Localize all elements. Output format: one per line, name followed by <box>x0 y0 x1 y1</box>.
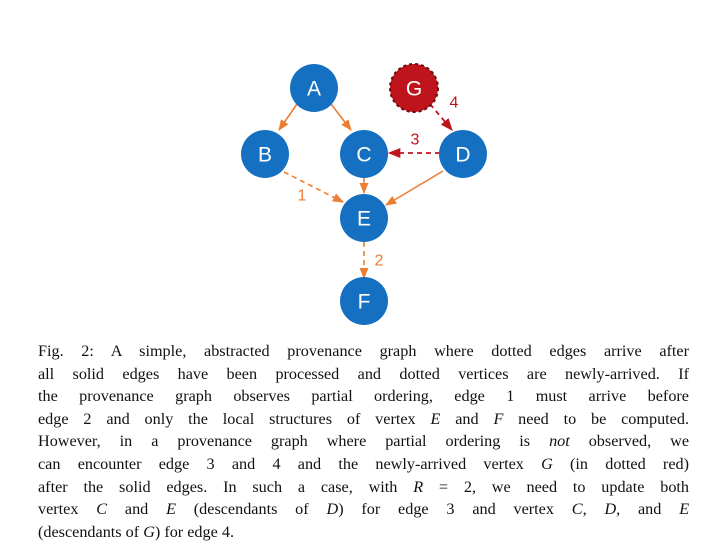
caption-text: ) for edge 3 and vertex <box>338 500 554 519</box>
caption-text: (descendants of <box>38 522 140 541</box>
math-var: E <box>430 409 441 428</box>
node-g-label: G <box>406 78 422 101</box>
math-var: E <box>679 500 690 519</box>
edge-label-2: 2 <box>375 253 384 270</box>
math-var: R <box>413 477 424 496</box>
node-a: A <box>290 64 338 112</box>
edge-b-to-e-dotted <box>283 171 344 203</box>
caption-text: (descendants of <box>193 500 309 519</box>
caption-text: edge 2 and only the local structures of … <box>38 409 416 428</box>
caption-text: , <box>582 500 587 519</box>
caption-line-2: all solid edges have been processed and … <box>38 364 689 383</box>
caption-text: However, in a provenance graph where par… <box>38 432 531 451</box>
provenance-graph-figure: 1 2 3 4 A B C D E F G <box>241 63 487 325</box>
caption-text: ) for edge 4. <box>154 522 234 541</box>
math-var: D <box>326 500 339 519</box>
node-b-label: B <box>258 144 272 167</box>
edge-a-to-c <box>330 103 352 131</box>
caption-text: , and <box>616 500 662 519</box>
caption-line-4: edge 2 and only the local structures of … <box>38 408 689 431</box>
math-var: F <box>493 409 504 428</box>
math-var: E <box>166 500 176 519</box>
caption-text: = 2, we need to update both <box>438 477 690 496</box>
math-var: G <box>541 454 553 473</box>
caption-line-3: the provenance graph observes partial or… <box>38 387 689 406</box>
caption-text: and <box>124 500 149 519</box>
node-f-label: F <box>358 291 371 314</box>
math-var: G <box>143 522 155 541</box>
edge-d-to-e <box>385 170 444 206</box>
caption-text: and <box>455 409 479 428</box>
caption-line-9: (descendants of G) for edge 4. <box>38 521 689 544</box>
edge-g-to-d-dotted-red <box>429 103 453 131</box>
caption-line-8: vertex C and E (descendants of D) for ed… <box>38 498 689 521</box>
edge-label-4: 4 <box>450 95 459 112</box>
node-g-new: G <box>389 63 439 113</box>
caption-fig-label: Fig. 2: <box>38 342 94 360</box>
node-e-label: E <box>357 208 371 231</box>
node-c: C <box>340 130 388 178</box>
caption-line-5: However, in a provenance graph where par… <box>38 430 689 453</box>
node-d-label: D <box>455 144 470 167</box>
caption-text: observed, we <box>588 432 690 451</box>
figure-caption: Fig. 2: A simple, abstracted provenance … <box>38 340 689 543</box>
math-var: C <box>96 500 108 519</box>
caption-text: after the solid edges. In such a case, w… <box>38 477 398 496</box>
edge-label-3: 3 <box>411 132 420 149</box>
math-var: D <box>604 500 617 519</box>
node-b: B <box>241 130 289 178</box>
caption-text: A simple, abstracted provenance graph wh… <box>110 342 690 360</box>
edge-a-to-b <box>278 103 298 131</box>
caption-line-6: can encounter edge 3 and 4 and the newly… <box>38 453 689 476</box>
caption-text: can encounter edge 3 and 4 and the newly… <box>38 454 524 473</box>
node-f: F <box>340 277 388 325</box>
math-var: C <box>571 500 583 519</box>
emphasis-not: not <box>549 432 570 451</box>
caption-text: need to be computed. <box>518 409 690 428</box>
edge-label-1: 1 <box>298 188 307 205</box>
caption-text: vertex <box>38 500 79 519</box>
caption-line-1: Fig. 2: A simple, abstracted provenance … <box>38 340 689 363</box>
caption-line-7: after the solid edges. In such a case, w… <box>38 476 689 499</box>
node-d: D <box>439 130 487 178</box>
node-a-label: A <box>307 78 321 101</box>
caption-text: (in dotted red) <box>570 454 689 473</box>
node-e: E <box>340 194 388 242</box>
node-c-label: C <box>356 144 371 167</box>
